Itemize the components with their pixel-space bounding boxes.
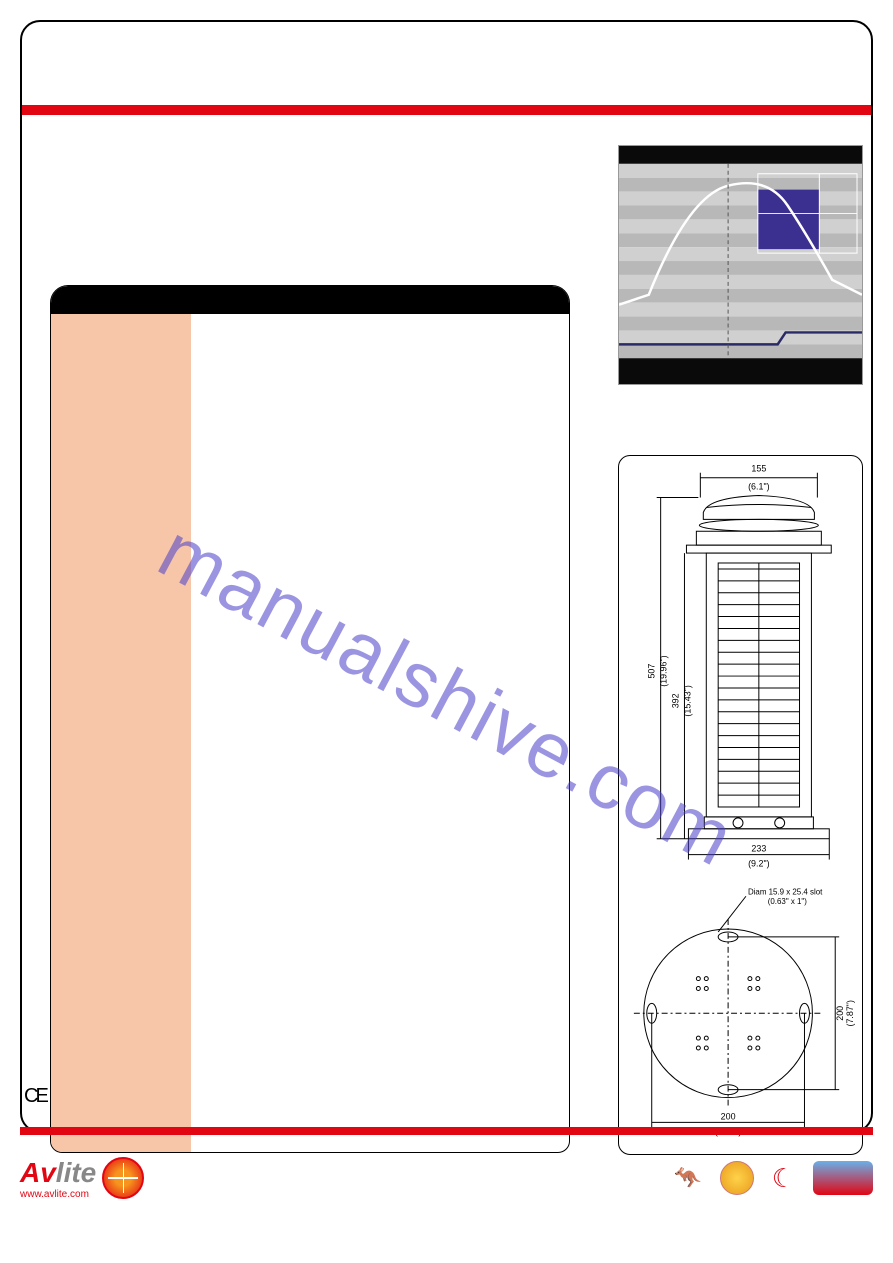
header-divider — [22, 105, 871, 115]
footer-divider — [20, 1127, 873, 1135]
side-height-value: 507 — [647, 664, 657, 679]
spec-panel-header — [51, 286, 569, 314]
spec-panel-sidebar — [51, 314, 191, 1152]
top-width-value: 155 — [751, 464, 766, 474]
dim-circle: 200 (7.87") 200 (7.87") — [652, 937, 855, 1136]
inner-height-value: 392 — [671, 693, 681, 708]
cert-moon-icon: ☾ — [772, 1163, 795, 1194]
brand-logo: Avlite www.avlite.com — [20, 1157, 144, 1200]
slot-text: Diam 15.9 x 25.4 slot — [748, 887, 823, 896]
dim-heights: 507 (19.96") 392 (15.43") — [647, 498, 699, 839]
footer: Avlite www.avlite.com 🦘 ☾ — [20, 1143, 873, 1213]
dim-top-width: 155 (6.1") — [700, 464, 817, 498]
inner-height-inches: (15.43") — [682, 685, 692, 716]
lantern-base — [688, 817, 829, 839]
dim-base-width: 233 (9.2") — [688, 839, 829, 869]
cert-badge-1 — [720, 1161, 754, 1195]
cert-icons: 🦘 ☾ — [674, 1161, 873, 1195]
base-plan — [634, 919, 822, 1107]
ce-mark: CE — [24, 1085, 46, 1108]
cert-badge-2 — [813, 1161, 873, 1195]
circle-height-value: 200 — [835, 1006, 845, 1021]
side-height-inches: (19.96") — [659, 655, 669, 686]
circle-height-inches: (7.87") — [845, 1000, 855, 1026]
spec-panel — [50, 285, 570, 1153]
intensity-chart — [618, 145, 863, 385]
brand-part2: lite — [56, 1157, 96, 1188]
top-width-inches: (6.1") — [748, 482, 770, 492]
slot-inches: (0.63" x 1") — [768, 897, 807, 906]
compass-icon — [102, 1157, 144, 1199]
lantern-head — [686, 496, 831, 554]
brand-part1: Av — [20, 1157, 56, 1188]
chart-svg — [619, 146, 862, 384]
slot-label: Diam 15.9 x 25.4 slot (0.63" x 1") — [718, 887, 823, 932]
drawing-svg: 155 (6.1") 507 — [619, 456, 862, 1154]
kangaroo-icon: 🦘 — [674, 1165, 701, 1191]
circle-width-value: 200 — [721, 1111, 736, 1121]
technical-drawing: 155 (6.1") 507 — [618, 455, 863, 1155]
base-width-value: 233 — [751, 844, 766, 854]
base-width-inches: (9.2") — [748, 858, 770, 868]
brand-url: www.avlite.com — [20, 1189, 96, 1200]
